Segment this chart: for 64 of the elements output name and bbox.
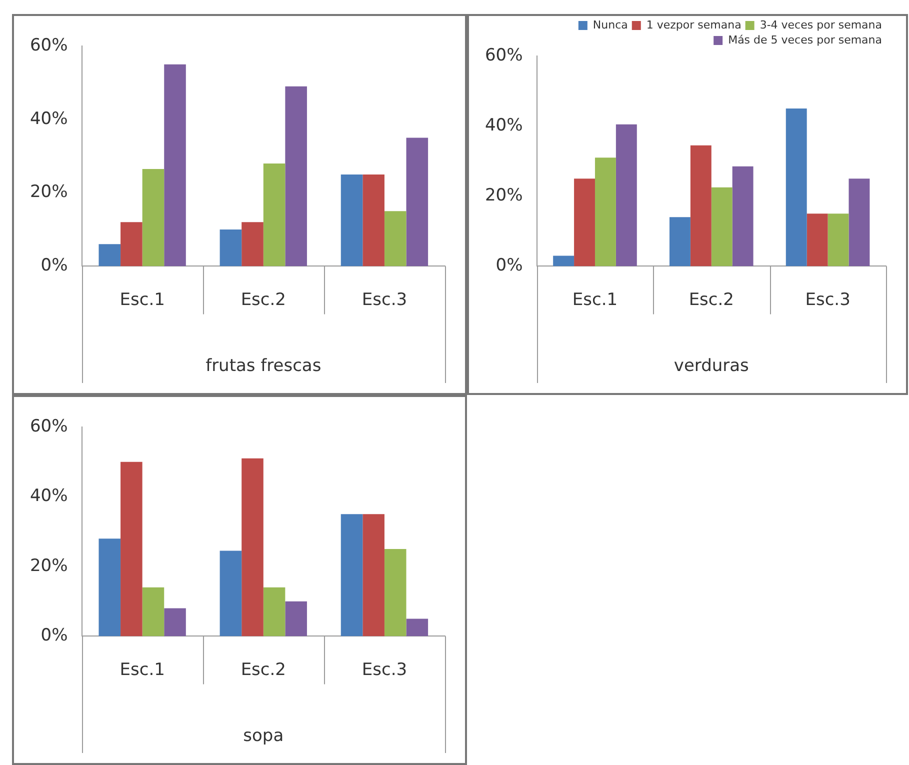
x-axis-title: sopa (243, 726, 284, 746)
bar (616, 124, 637, 266)
x-tick-label: Esc.2 (688, 290, 734, 310)
bar (574, 178, 595, 266)
bar (164, 608, 186, 636)
legend-label: Nunca (592, 18, 628, 32)
bar (828, 214, 849, 266)
x-tick-label: Esc.3 (362, 660, 408, 680)
y-tick-label: 20% (484, 186, 523, 206)
bar (285, 601, 307, 636)
y-tick-label: 20% (30, 556, 68, 576)
legend-label: Más de 5 veces por semana (728, 33, 882, 46)
bar (711, 187, 732, 266)
bar (732, 166, 754, 266)
bar (242, 458, 264, 636)
y-tick-label: 60% (30, 35, 68, 56)
legend-label: 3-4 veces por semana (760, 18, 882, 32)
bar (263, 587, 286, 636)
y-tick-label: 60% (30, 416, 68, 436)
x-tick-label: Esc.1 (572, 290, 618, 310)
bar (669, 217, 690, 266)
x-tick-label: Esc.1 (120, 660, 165, 680)
y-tick-label: 0% (40, 626, 68, 646)
bar (263, 163, 286, 266)
bar (594, 158, 616, 266)
bar (142, 587, 164, 636)
x-tick-label: Esc.2 (240, 290, 286, 310)
y-tick-label: 0% (40, 256, 68, 276)
bar (406, 618, 428, 636)
bar (220, 230, 242, 266)
bar (285, 86, 307, 266)
bar (98, 538, 121, 636)
bar (690, 145, 712, 266)
x-axis-title: frutas frescas (206, 356, 322, 376)
y-tick-label: 20% (30, 182, 68, 202)
bar (220, 550, 242, 636)
bar (98, 244, 121, 266)
bar (786, 108, 807, 266)
y-tick-label: 0% (496, 256, 523, 276)
bar (384, 211, 406, 266)
bar (164, 64, 186, 266)
bar (553, 256, 574, 266)
bar (406, 138, 428, 266)
x-tick-label: Esc.3 (362, 290, 408, 310)
bar (362, 514, 384, 636)
x-axis-title: verduras (674, 356, 750, 376)
bar (848, 178, 870, 266)
bar (242, 222, 264, 266)
x-tick-label: Esc.1 (120, 290, 165, 310)
bar (340, 514, 363, 636)
bar (142, 168, 164, 266)
bar (806, 214, 828, 266)
y-tick-label: 40% (30, 486, 68, 506)
bar (384, 549, 406, 636)
bar (120, 222, 142, 266)
bar (120, 462, 142, 636)
y-tick-label: 60% (484, 45, 523, 66)
bar (362, 174, 384, 266)
y-tick-label: 40% (484, 115, 523, 136)
x-tick-label: Esc.2 (240, 660, 286, 680)
legend-label: 1 vezpor semana (646, 18, 742, 32)
x-tick-label: Esc.3 (805, 290, 850, 310)
y-tick-label: 40% (30, 108, 68, 129)
bar (340, 174, 363, 266)
